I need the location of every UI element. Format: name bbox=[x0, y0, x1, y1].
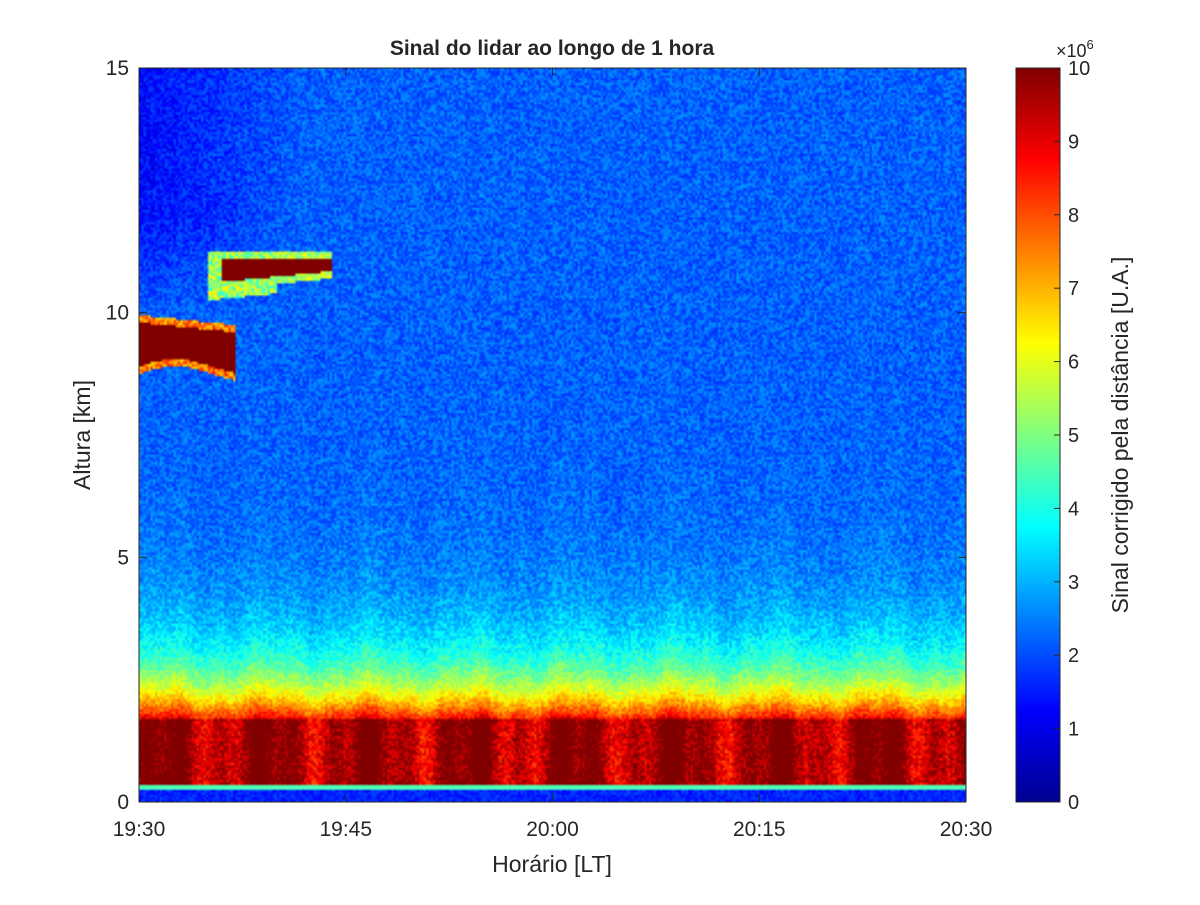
colorbar-tick-label: 10 bbox=[1068, 58, 1090, 80]
heatmap-image bbox=[139, 68, 966, 802]
colorbar-tick-label: 1 bbox=[1068, 719, 1079, 741]
colorbar-label: Sinal corrigido pela distância [U.A.] bbox=[1107, 257, 1133, 614]
y-tick-label: 15 bbox=[106, 57, 129, 80]
chart-title: Sinal do lidar ao longo de 1 hora bbox=[390, 37, 715, 60]
colorbar-tick-label: 2 bbox=[1068, 645, 1079, 667]
colorbar-ticks: 0 1 2 3 4 5 6 7 8 9 10 bbox=[1054, 58, 1090, 814]
y-tick-label: 10 bbox=[106, 302, 129, 325]
colorbar-multiplier-base: ×10 bbox=[1056, 41, 1087, 61]
y-axis-ticks: 0 5 10 15 bbox=[106, 57, 966, 814]
x-tick-label: 19:30 bbox=[113, 818, 166, 841]
colorbar bbox=[1015, 67, 1061, 803]
y-tick-label: 0 bbox=[117, 791, 129, 814]
y-tick-label: 5 bbox=[117, 546, 129, 569]
colorbar-multiplier-exponent: 6 bbox=[1087, 37, 1094, 52]
y-axis-label: Altura [km] bbox=[69, 380, 95, 490]
colorbar-tick-label: 7 bbox=[1068, 278, 1079, 300]
x-tick-label: 20:00 bbox=[526, 818, 579, 841]
x-tick-label: 20:15 bbox=[733, 818, 786, 841]
colorbar-tick-label: 8 bbox=[1068, 205, 1079, 227]
colorbar-tick-label: 3 bbox=[1068, 572, 1079, 594]
colorbar-tick-label: 6 bbox=[1068, 352, 1079, 374]
x-tick-label: 20:30 bbox=[940, 818, 993, 841]
colorbar-tick-label: 5 bbox=[1068, 425, 1079, 447]
colorbar-tick-label: 4 bbox=[1068, 498, 1079, 520]
x-axis-label: Horário [LT] bbox=[492, 851, 612, 877]
colorbar-tick-label: 9 bbox=[1068, 131, 1079, 153]
x-axis-ticks: 19:30 19:45 20:00 20:15 20:30 bbox=[113, 68, 993, 841]
x-tick-label: 19:45 bbox=[319, 818, 372, 841]
colorbar-tick-label: 0 bbox=[1068, 792, 1079, 814]
colorbar-multiplier: ×106 bbox=[1056, 37, 1094, 61]
